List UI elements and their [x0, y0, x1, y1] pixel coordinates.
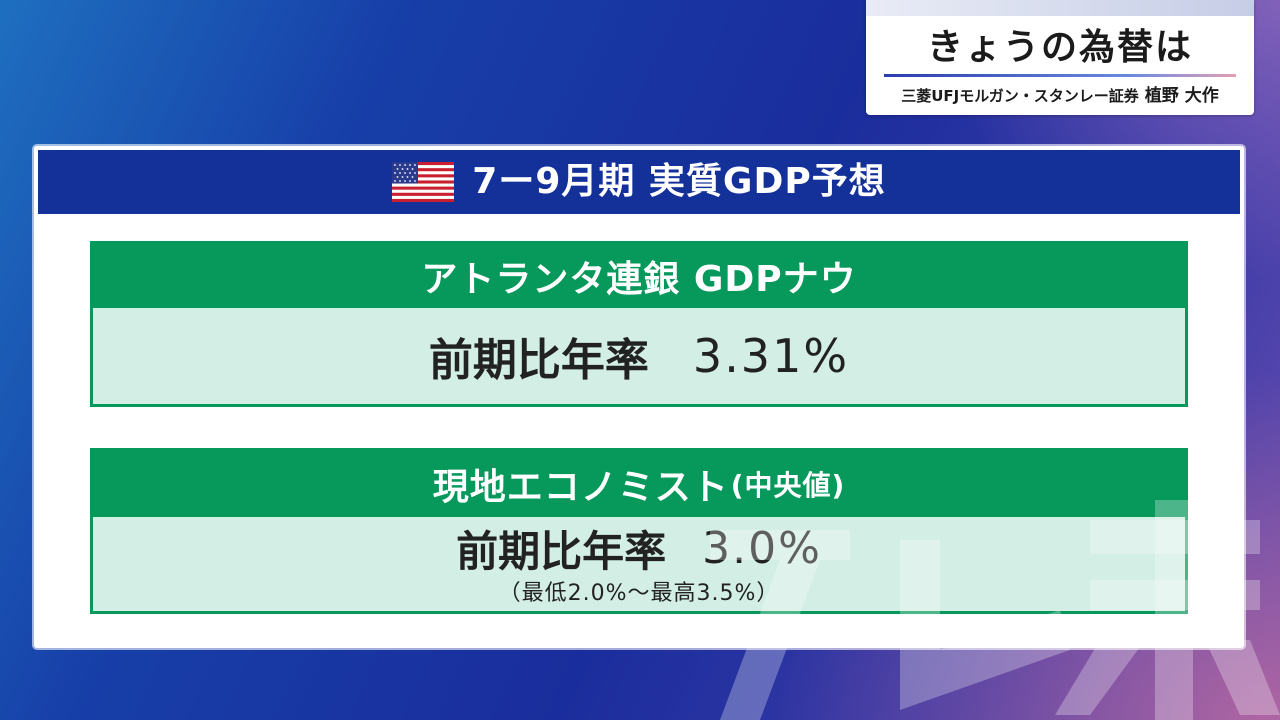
- card-title: 7ー9月期 実質GDP予想: [472, 161, 886, 202]
- economist-consensus-panel: 現地エコノミスト (中央値) 前期比年率 3.0% （最低2.0%〜最高3.5%）: [90, 448, 1188, 614]
- panel-body: 前期比年率 3.31%: [93, 308, 1185, 404]
- atlanta-fed-panel: アトランタ連銀 GDPナウ 前期比年率 3.31%: [90, 241, 1188, 407]
- panel-body: 前期比年率 3.0% （最低2.0%〜最高3.5%）: [93, 517, 1185, 611]
- metric-value: 3.0%: [702, 522, 822, 574]
- panel-header-text: 現地エコノミスト: [432, 467, 729, 508]
- metric-label: 前期比年率: [456, 526, 667, 576]
- metric-value: 3.31%: [692, 329, 850, 383]
- corner-caption: きょうの為替は 三菱UFJモルガン・スタンレー証券 植野 大作: [866, 0, 1254, 115]
- card-header: 7ー9月期 実質GDP予想: [38, 150, 1240, 214]
- caption-divider: [884, 74, 1236, 77]
- caption-title: きょうの為替は: [926, 27, 1193, 68]
- caption-speaker: 三菱UFJモルガン・スタンレー証券 植野 大作: [866, 84, 1254, 108]
- us-flag-icon: [392, 162, 455, 202]
- caption-top-strip: [866, 0, 1254, 16]
- speaker-name: 植野 大作: [1144, 86, 1219, 106]
- forecast-range: （最低2.0%〜最高3.5%）: [498, 581, 780, 606]
- metric-row: 前期比年率 3.0%: [93, 521, 1185, 576]
- panel-header: アトランタ連銀 GDPナウ: [93, 244, 1185, 308]
- panel-header: 現地エコノミスト (中央値): [93, 451, 1185, 517]
- panel-header-text: アトランタ連銀 GDPナウ: [421, 259, 857, 300]
- metric-label: 前期比年率: [428, 335, 649, 386]
- speaker-organization: 三菱UFJモルガン・スタンレー証券: [901, 87, 1139, 105]
- metric-row: 前期比年率 3.31%: [93, 308, 1185, 404]
- panel-header-note: (中央値): [730, 469, 846, 502]
- gdp-forecast-card: 7ー9月期 実質GDP予想 アトランタ連銀 GDPナウ 前期比年率 3.31% …: [34, 146, 1244, 648]
